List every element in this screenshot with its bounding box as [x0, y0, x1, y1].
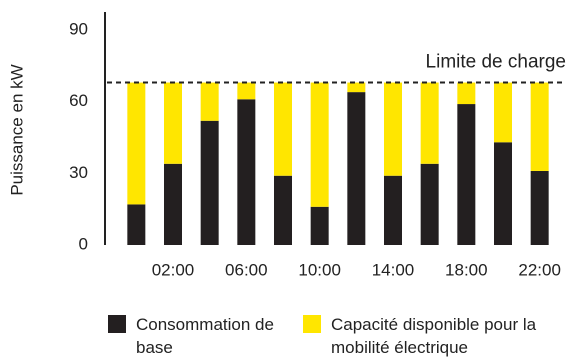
bar-segment: [494, 82, 512, 143]
bar-segment: [164, 82, 182, 164]
bar-segment: [310, 206, 329, 245]
bar-segment: [274, 82, 292, 176]
y-tick-label: 90: [69, 19, 88, 38]
y-tick-label: 30: [69, 163, 88, 182]
bar-segment: [310, 82, 329, 207]
legend-label: Capacité disponible pour la mobilité éle…: [331, 315, 537, 357]
bar-segment: [347, 82, 366, 93]
x-tick-label: 18:00: [445, 260, 488, 279]
bar-segment: [200, 82, 219, 121]
legend-swatch: [108, 315, 126, 333]
legend-swatch: [303, 315, 321, 333]
bar-segment: [164, 163, 182, 245]
bar-segment: [347, 92, 366, 245]
bar-segment: [200, 120, 219, 245]
limit-label: Limite de charge: [426, 52, 566, 73]
x-tick-label: 06:00: [225, 260, 268, 279]
x-tick-label: 10:00: [298, 260, 341, 279]
y-tick-label: 60: [69, 91, 88, 110]
bar-segment: [530, 82, 549, 171]
x-tick-label: 14:00: [372, 260, 415, 279]
bar-segment: [127, 82, 146, 205]
bar-segment: [274, 175, 292, 245]
y-tick-label: 0: [79, 234, 88, 253]
bar-segment: [384, 175, 402, 245]
legend-item: Consommation de base: [108, 313, 306, 359]
bar-segment: [457, 104, 476, 245]
bar-segment: [457, 82, 476, 105]
x-tick-label: 22:00: [518, 260, 561, 279]
bar-segment: [494, 142, 512, 245]
chart: Puissance en kW 0 30 60 90 02:00 06:00 10:00 14…: [7, 12, 566, 279]
y-axis-label: Puissance en kW: [7, 64, 26, 195]
legend-item: Capacité disponible pour la mobilité éle…: [303, 313, 571, 359]
bar-segment: [420, 163, 439, 245]
bar-segment: [127, 204, 146, 245]
x-tick-label: 02:00: [152, 260, 195, 279]
legend-label: Consommation de base: [136, 315, 274, 357]
bar-segment: [237, 99, 256, 246]
bar-segment: [420, 82, 439, 164]
bar-segment: [237, 82, 256, 100]
bar-segment: [530, 170, 549, 245]
bar-segment: [384, 82, 402, 176]
